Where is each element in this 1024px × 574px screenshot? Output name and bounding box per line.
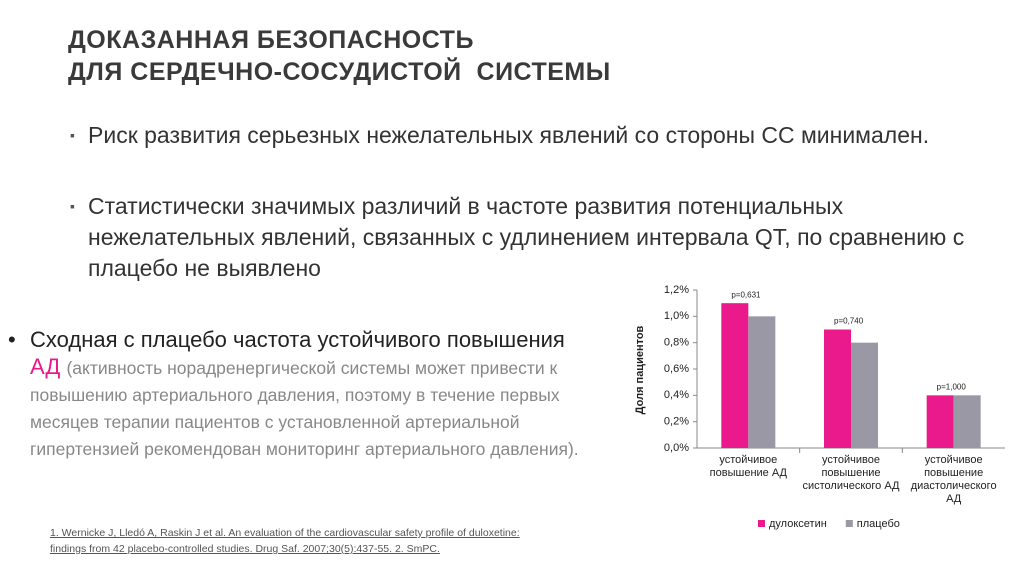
legend-swatch [758,520,765,527]
chart: Доля пациентов 0,0% 0,2% 0,4% 0,6% 0,8% 1,0% 1… [600,270,1024,560]
bar [721,303,749,448]
y-tick-label: 0,2% [664,416,689,428]
note: (активность норадренергической системы м… [30,358,579,459]
legend-label: плацебо [857,518,900,530]
chart-svg: Доля пациентов 0,0% 0,2% 0,4% 0,6% 0,8% 1,0% 1… [634,284,1005,530]
annotation: p=0,740 [834,317,864,326]
y-axis-title: Доля пациентов [634,325,646,414]
legend-swatch [845,520,853,527]
annotation: p=1,000 [937,382,967,391]
bullet: Риск развития серьезных нежелательных яв… [70,120,1008,151]
bullet-text: Сходная с плацебо частота устойчивого по… [30,327,565,352]
footnote: 1. Wernicke J, Lledó A, Raskin J et al. … [50,527,520,555]
y-tick-label: 0,8% [664,337,689,349]
bar [926,395,954,448]
x-tick-label: устойчивое повышение диастолического АД [910,454,997,505]
bar [851,342,878,448]
highlight: АД [30,354,61,379]
annotation: p=0,631 [731,290,761,299]
y-tick-label: 0,6% [664,363,689,375]
bullet: Статистически значимых различий в частот… [70,191,1008,284]
bar [748,316,776,448]
legend-label: дулоксетин [769,518,827,530]
y-tick-label: 1,0% [664,310,689,322]
y-tick-label: 1,2% [664,284,689,296]
title: ДЛЯ СЕРДЕЧНО-СОСУДИСТОЙ СИСТЕМЫ [68,58,611,86]
side-bullet: Сходная с плацебо частота устойчивого по… [8,326,590,461]
title: ДОКАЗАННАЯ БЕЗОПАСНОСТЬ [68,26,474,54]
x-tick-label: устойчивое повышение АД [709,454,787,479]
y-tick-label: 0,0% [664,442,689,454]
x-tick-label: устойчивое повышение систолического АД [802,454,900,492]
y-tick-label: 0,4% [664,389,689,401]
bar [953,395,981,448]
bar [824,329,851,448]
